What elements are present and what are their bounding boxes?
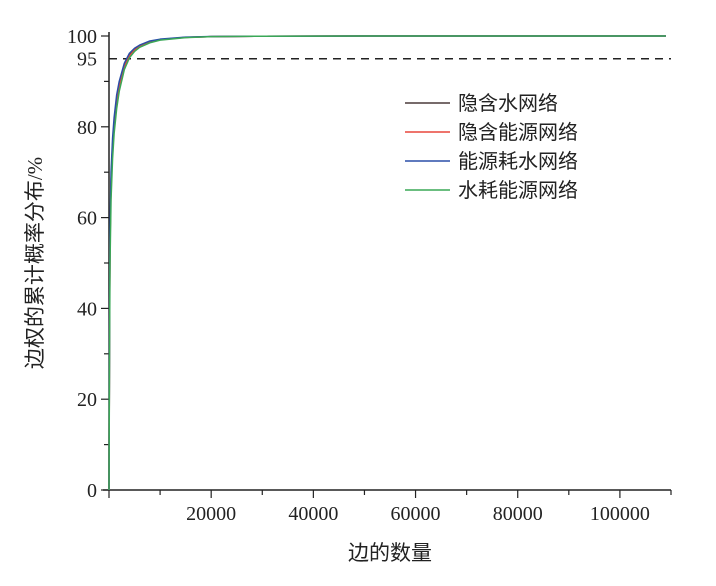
x-tick-label: 40000 [288,503,338,525]
legend-label: 隐含能源网络 [458,121,578,144]
legend-label: 能源耗水网络 [458,150,578,173]
x-axis-label: 边的数量 [348,541,432,565]
y-tick-label: 0 [87,480,97,502]
x-tick-label: 60000 [391,503,441,525]
y-axis-label: 边权的累计概率分布/% [23,157,47,369]
y-tick-label: 40 [77,298,97,320]
series-line [108,35,666,491]
x-tick-label: 100000 [590,503,650,525]
y-tick-label: 100 [67,26,97,48]
legend-label: 隐含水网络 [458,92,558,115]
y-tick-label: 80 [77,117,97,139]
series-line [108,35,666,491]
y-tick-label: 20 [77,389,97,411]
x-tick-label: 80000 [493,503,543,525]
series-lines [108,35,666,491]
series-line [108,35,666,491]
y-tick-label: 60 [77,208,97,230]
series-line [108,35,666,491]
legend-label: 水耗能源网络 [458,179,578,202]
y-tick-label: 95 [77,49,97,71]
x-tick-label: 20000 [186,503,236,525]
